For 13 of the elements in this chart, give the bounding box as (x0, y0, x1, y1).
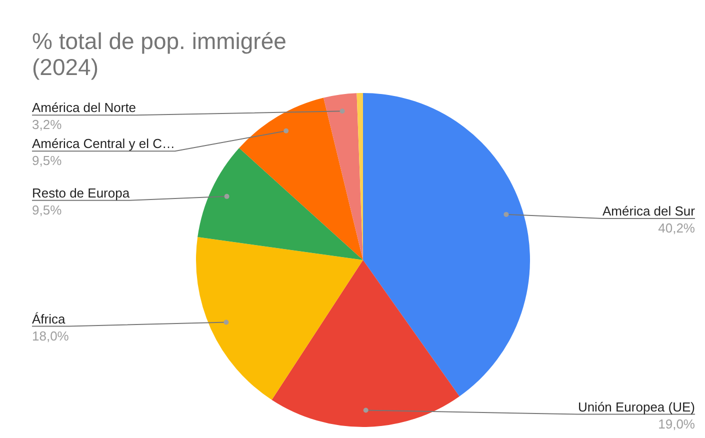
data-label: 9,5% (32, 153, 62, 168)
data-label: 18,0% (32, 328, 70, 344)
data-label: 19,0% (658, 416, 696, 432)
slice-label: América del Norte (32, 100, 136, 116)
slice-label: América del Sur (602, 203, 696, 218)
slice-label: América Central y el C… (32, 136, 176, 152)
slice-label: Resto de Europa (32, 185, 130, 200)
chart-title: % total de pop. immigrée (2024) (32, 28, 288, 80)
data-label: 3,2% (32, 117, 62, 132)
slice-label: África (32, 311, 66, 326)
slice-label: Unión Europea (UE) (578, 399, 695, 414)
data-label: 9,5% (32, 202, 62, 218)
data-label: 40,2% (658, 220, 696, 236)
